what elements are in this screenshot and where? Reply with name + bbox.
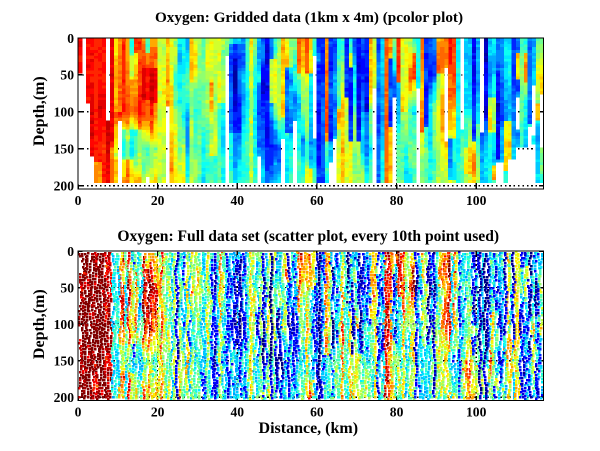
svg-text:20: 20	[151, 193, 165, 208]
svg-text:80: 80	[390, 193, 404, 208]
svg-text:150: 150	[54, 142, 75, 157]
svg-text:60: 60	[310, 405, 324, 420]
svg-text:50: 50	[60, 280, 74, 295]
svg-text:100: 100	[54, 317, 75, 332]
svg-text:50: 50	[60, 68, 74, 83]
svg-text:100: 100	[54, 105, 75, 120]
svg-text:Distance, (km): Distance, (km)	[259, 420, 359, 437]
svg-text:Oxygen: Full data set (scatter: Oxygen: Full data set (scatter plot, eve…	[117, 228, 499, 245]
svg-text:0: 0	[75, 405, 82, 420]
svg-text:Oxygen: Gridded data (1km x 4m: Oxygen: Gridded data (1km x 4m) (pcolor …	[155, 9, 463, 26]
svg-text:60: 60	[310, 193, 324, 208]
svg-text:200: 200	[54, 178, 75, 193]
svg-text:Depth,(m): Depth,(m)	[31, 76, 48, 146]
svg-text:80: 80	[390, 405, 404, 420]
svg-text:0: 0	[75, 193, 82, 208]
svg-text:Depth,(m): Depth,(m)	[31, 289, 48, 359]
svg-text:0: 0	[67, 244, 74, 259]
svg-text:40: 40	[230, 193, 244, 208]
svg-text:0: 0	[67, 31, 74, 46]
svg-text:200: 200	[54, 390, 75, 405]
svg-text:100: 100	[466, 193, 487, 208]
svg-text:100: 100	[466, 405, 487, 420]
svg-text:40: 40	[230, 405, 244, 420]
svg-text:20: 20	[151, 405, 165, 420]
svg-text:150: 150	[54, 353, 75, 368]
